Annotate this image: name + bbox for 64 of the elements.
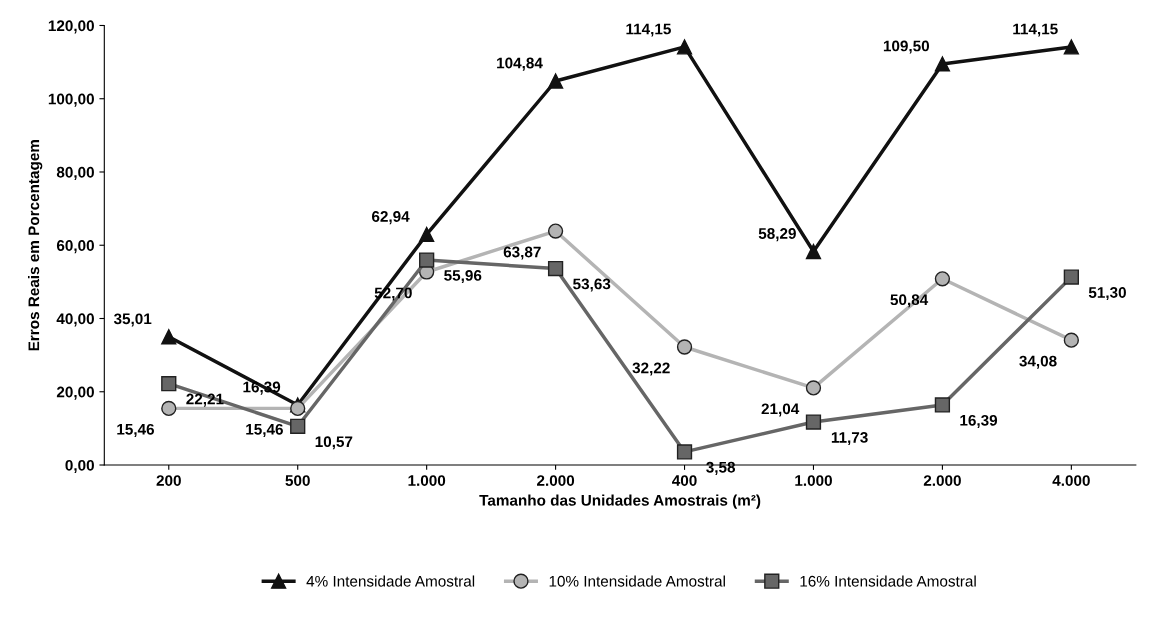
data-label: 22,21 <box>186 393 224 407</box>
data-label: 15,46 <box>117 423 155 437</box>
point <box>805 414 822 430</box>
x-tick-label: 500 <box>285 475 310 486</box>
data-label: 21,04 <box>761 403 800 417</box>
data-label: 55,96 <box>444 269 482 284</box>
y-tick-label: 0,00 <box>65 459 94 473</box>
point <box>1063 269 1079 285</box>
x-axis-title: Tamanho das Unidades Amostrais (m²) <box>479 494 761 509</box>
data-label: 10,57 <box>315 436 353 450</box>
y-axis-title: Erros Reais em Porcentagem <box>28 140 43 351</box>
data-label: 15,46 <box>246 423 283 437</box>
point <box>161 329 177 345</box>
x-tick-label: 1.000 <box>408 475 446 486</box>
point <box>290 400 306 417</box>
data-label: 3,58 <box>706 461 736 475</box>
data-label: 58,29 <box>758 228 796 242</box>
data-label: 114,15 <box>1013 23 1058 37</box>
point <box>419 226 435 243</box>
y-tick-label: 120,00 <box>48 20 94 34</box>
point <box>676 39 693 55</box>
data-label: 34,08 <box>1019 355 1057 369</box>
point <box>547 223 564 239</box>
y-tick-label: 100,00 <box>48 93 94 107</box>
data-label: 16,39 <box>960 414 998 428</box>
data-label: 35,01 <box>113 313 152 327</box>
x-tick-label: 2.000 <box>537 475 575 486</box>
y-tick-label: 80,00 <box>56 166 94 180</box>
data-label: 63,87 <box>503 246 541 260</box>
data-label: 62,94 <box>371 211 410 225</box>
point <box>934 271 951 287</box>
data-label: 109,50 <box>883 40 930 54</box>
point <box>805 243 822 260</box>
point <box>419 252 435 268</box>
x-tick-label: 200 <box>156 475 181 486</box>
data-label: 51,30 <box>1088 287 1126 301</box>
data-label: 11,73 <box>831 432 868 446</box>
point <box>547 73 564 89</box>
point <box>290 418 306 434</box>
legend-label: 16% Intensidade Amostral <box>800 575 976 587</box>
point <box>1063 39 1079 55</box>
y-tick-label: 40,00 <box>56 313 94 327</box>
y-tick-label: 20,00 <box>56 386 94 400</box>
data-label: 53,63 <box>573 278 611 292</box>
data-label: 32,22 <box>632 362 670 376</box>
point <box>1063 332 1079 348</box>
x-tick-label: 1.000 <box>795 475 832 486</box>
point <box>934 56 951 72</box>
legend-label: 4% Intensidade Amostral <box>306 575 475 587</box>
data-label: 114,15 <box>626 23 671 37</box>
data-label: 104,84 <box>497 57 543 71</box>
x-tick-label: 400 <box>672 475 697 486</box>
point <box>934 397 951 413</box>
point <box>805 380 822 396</box>
point <box>676 339 693 355</box>
point <box>676 444 693 460</box>
x-tick-label: 2.000 <box>923 475 961 486</box>
legend-label: 10% Intensidade Amostral <box>549 575 725 587</box>
x-tick-label: 4.000 <box>1052 475 1090 486</box>
point <box>161 376 177 392</box>
data-label: 50,84 <box>890 294 929 308</box>
point <box>161 400 177 417</box>
point <box>547 260 564 277</box>
y-tick-label: 60,00 <box>56 240 94 254</box>
